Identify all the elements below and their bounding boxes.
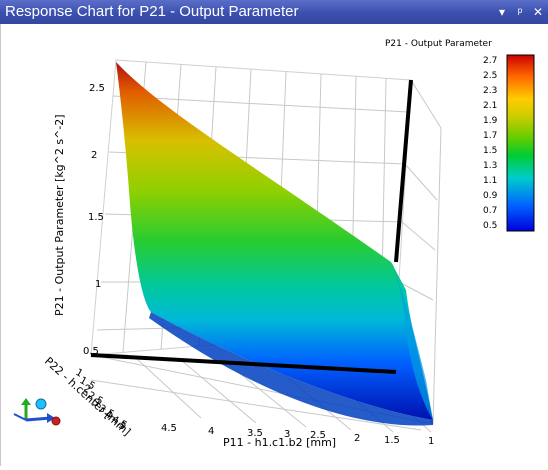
color-legend: P21 - Output Parameter 2.7 2.5 2.3 2.1 1… [385, 39, 535, 232]
x-tick: 4 [208, 426, 214, 437]
chart-area[interactable]: 2.5 2 1.5 1 0.5 P21 - Output Parameter [… [0, 24, 548, 466]
axis-lines [90, 79, 413, 374]
surface-front-face [116, 62, 433, 420]
x-tick: 1.5 [384, 435, 400, 446]
y-tick: 3 [91, 397, 102, 410]
legend-ticks: 2.7 2.5 2.3 2.1 1.9 1.7 1.5 1.3 1.1 0.9 … [483, 56, 498, 231]
legend-tick: 2.3 [483, 86, 497, 96]
legend-tick: 2.5 [483, 71, 497, 81]
x-axis-label: P11 - h1.c1.b2 [mm] [223, 436, 336, 449]
z-tick: 1.5 [88, 212, 104, 223]
orientation-triad-icon[interactable] [13, 398, 61, 426]
y-axis-ticks: 1 1.5 2 2.5 3 3.5 4 4.5 5 [74, 367, 129, 433]
legend-colorbar [506, 54, 535, 232]
x-tick: 4.5 [161, 423, 177, 434]
legend-tick: 1.9 [483, 116, 498, 126]
legend-tick: 1.1 [483, 176, 497, 186]
legend-tick: 2.7 [483, 56, 497, 66]
chevron-down-icon[interactable]: ▾ [498, 5, 506, 19]
surface-right-edge [391, 262, 433, 420]
legend-tick: 1.3 [483, 161, 497, 171]
x-tick: 2 [354, 433, 360, 444]
x-tick: 3 [284, 429, 290, 440]
response-chart[interactable]: 2.5 2 1.5 1 0.5 P21 - Output Parameter [… [1, 24, 548, 466]
z-tick: 2.5 [89, 83, 105, 94]
z-tick: 0.5 [83, 346, 99, 357]
x-tick: 1 [428, 436, 434, 447]
z-axis-label: P21 - Output Parameter [kg^2 s^-2] [53, 114, 66, 316]
x-tick: 3.5 [247, 428, 263, 439]
window-title-bar: Response Chart for P21 - Output Paramete… [0, 0, 548, 24]
legend-tick: 1.7 [483, 131, 497, 141]
floor-axis-line [90, 353, 397, 374]
y-axis-label: P22 - h.center [mm] [42, 355, 133, 439]
y-tick: 2 [82, 383, 93, 396]
legend-tick: 0.9 [483, 191, 498, 201]
legend-tick: 2.1 [483, 101, 497, 111]
y-tick: 1 [74, 367, 85, 380]
y-tick: 4 [103, 409, 114, 422]
legend-tick: 0.5 [483, 221, 497, 231]
pin-icon[interactable]: ᵖ [517, 5, 523, 19]
y-tick: 5 [117, 420, 128, 433]
window-title: Response Chart for P21 - Output Paramete… [5, 3, 299, 20]
response-surface[interactable] [116, 62, 433, 426]
z-tick: 2 [91, 150, 97, 161]
legend-title: P21 - Output Parameter [385, 39, 492, 49]
legend-tick: 1.5 [483, 146, 497, 156]
close-icon[interactable]: ✕ [532, 5, 544, 19]
z-tick: 1 [95, 279, 101, 290]
z-axis-ticks: 2.5 2 1.5 1 0.5 [83, 83, 105, 357]
x-axis-ticks: 4.5 4 3.5 3 2.5 2 1.5 1 [161, 423, 434, 447]
legend-tick: 0.7 [483, 206, 497, 216]
x-tick: 2.5 [310, 430, 326, 441]
vertical-axis-line [394, 79, 413, 263]
